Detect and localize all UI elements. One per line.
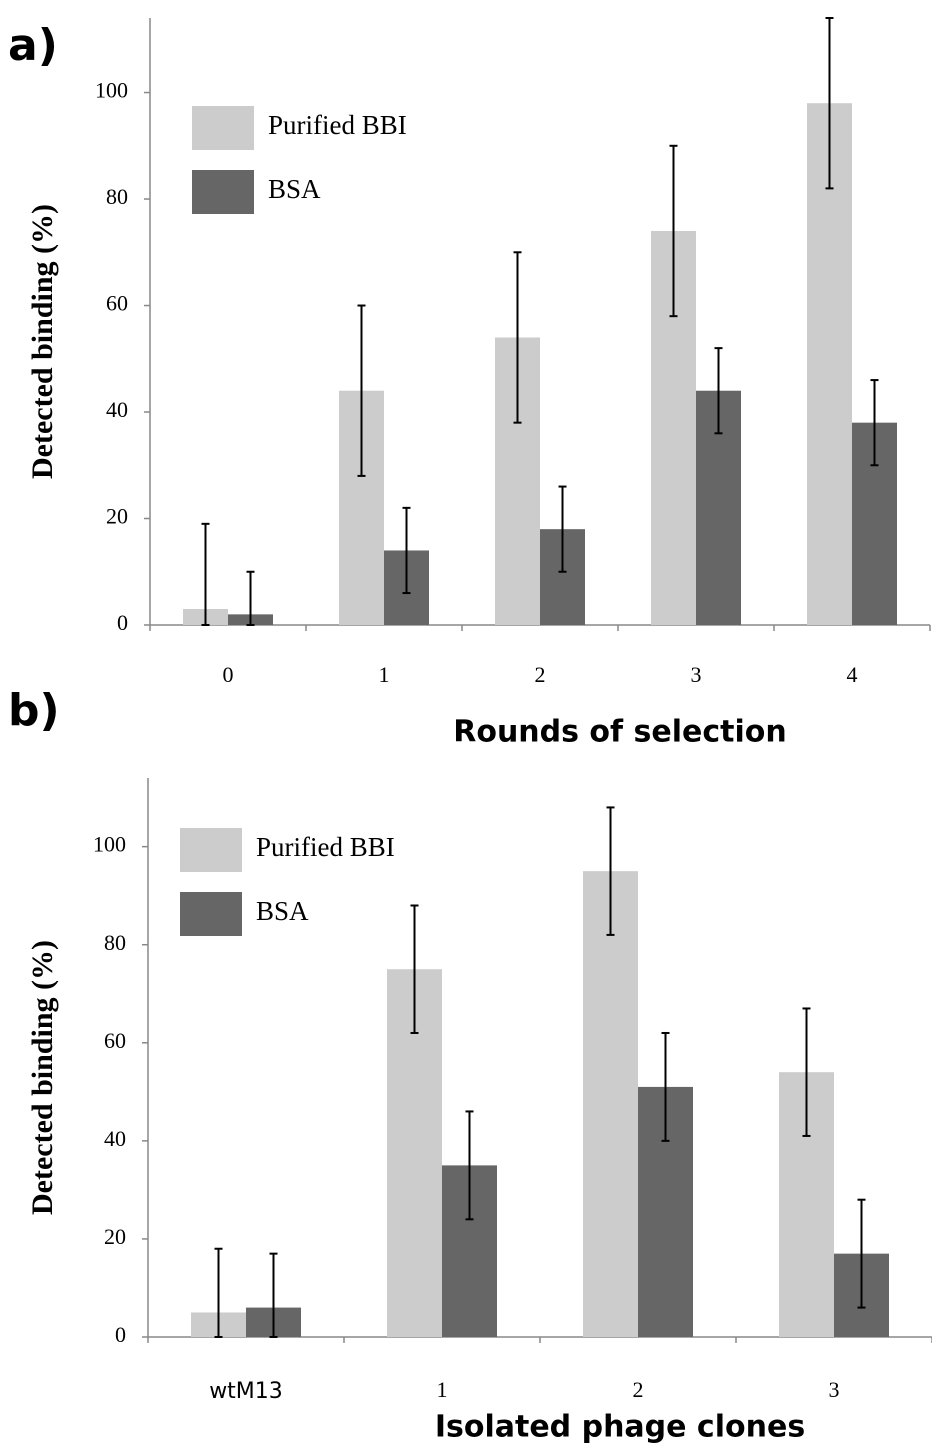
x-tick-label: 1 — [437, 1377, 448, 1402]
x-tick-label: 2 — [633, 1377, 644, 1402]
x-tick-label: 4 — [847, 662, 858, 687]
y-axis-label: Detected binding (%) — [26, 940, 59, 1215]
legend-label: Purified BBI — [256, 832, 395, 862]
x-tick-label: 0 — [223, 662, 234, 687]
legend-swatch — [180, 892, 242, 936]
panel-label: b) — [8, 685, 60, 736]
y-tick-label: 20 — [104, 1224, 126, 1249]
y-axis-label: Detected binding (%) — [26, 204, 59, 479]
x-axis-label: Rounds of selection — [453, 715, 787, 750]
y-tick-label: 100 — [93, 832, 126, 857]
x-tick-label: 2 — [535, 662, 546, 687]
x-tick-label: 3 — [691, 662, 702, 687]
legend-label: BSA — [256, 896, 309, 926]
x-tick-label: 1 — [379, 662, 390, 687]
x-axis-label: Isolated phage clones — [435, 1410, 805, 1445]
bar — [583, 871, 638, 1337]
y-tick-label: 80 — [106, 184, 128, 209]
legend-swatch — [192, 170, 254, 214]
y-tick-label: 40 — [104, 1126, 126, 1151]
y-tick-label: 20 — [106, 504, 128, 529]
legend-swatch — [180, 828, 242, 872]
y-tick-label: 60 — [106, 291, 128, 316]
panel-label: a) — [8, 20, 58, 71]
legend-swatch — [192, 106, 254, 150]
y-tick-label: 40 — [106, 397, 128, 422]
y-tick-label: 60 — [104, 1028, 126, 1053]
y-tick-label: 100 — [95, 78, 128, 103]
x-tick-label: wtM13 — [209, 1379, 283, 1404]
y-tick-label: 0 — [115, 1322, 126, 1347]
y-tick-label: 0 — [117, 610, 128, 635]
bar — [807, 103, 852, 625]
legend-label: BSA — [268, 174, 321, 204]
y-tick-label: 80 — [104, 930, 126, 955]
legend-label: Purified BBI — [268, 110, 407, 140]
x-tick-label: 3 — [829, 1377, 840, 1402]
